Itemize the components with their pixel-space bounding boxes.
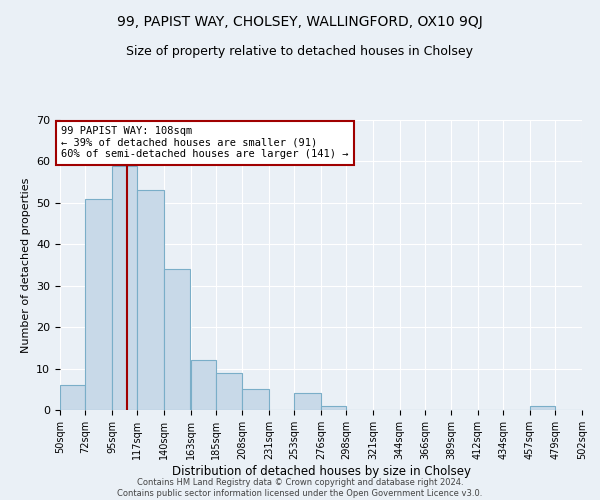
Bar xyxy=(137,190,164,410)
Bar xyxy=(295,394,321,410)
Bar xyxy=(191,360,216,410)
Bar xyxy=(164,269,190,410)
Bar xyxy=(60,385,85,410)
Y-axis label: Number of detached properties: Number of detached properties xyxy=(20,178,31,352)
Text: Contains HM Land Registry data © Crown copyright and database right 2024.
Contai: Contains HM Land Registry data © Crown c… xyxy=(118,478,482,498)
Text: 99, PAPIST WAY, CHOLSEY, WALLINGFORD, OX10 9QJ: 99, PAPIST WAY, CHOLSEY, WALLINGFORD, OX… xyxy=(117,15,483,29)
X-axis label: Distribution of detached houses by size in Cholsey: Distribution of detached houses by size … xyxy=(172,464,470,477)
Bar xyxy=(321,406,346,410)
Bar xyxy=(112,166,137,410)
Bar xyxy=(530,406,556,410)
Bar xyxy=(216,372,242,410)
Text: Size of property relative to detached houses in Cholsey: Size of property relative to detached ho… xyxy=(127,45,473,58)
Bar xyxy=(85,198,112,410)
Text: 99 PAPIST WAY: 108sqm
← 39% of detached houses are smaller (91)
60% of semi-deta: 99 PAPIST WAY: 108sqm ← 39% of detached … xyxy=(61,126,349,160)
Bar xyxy=(242,390,269,410)
